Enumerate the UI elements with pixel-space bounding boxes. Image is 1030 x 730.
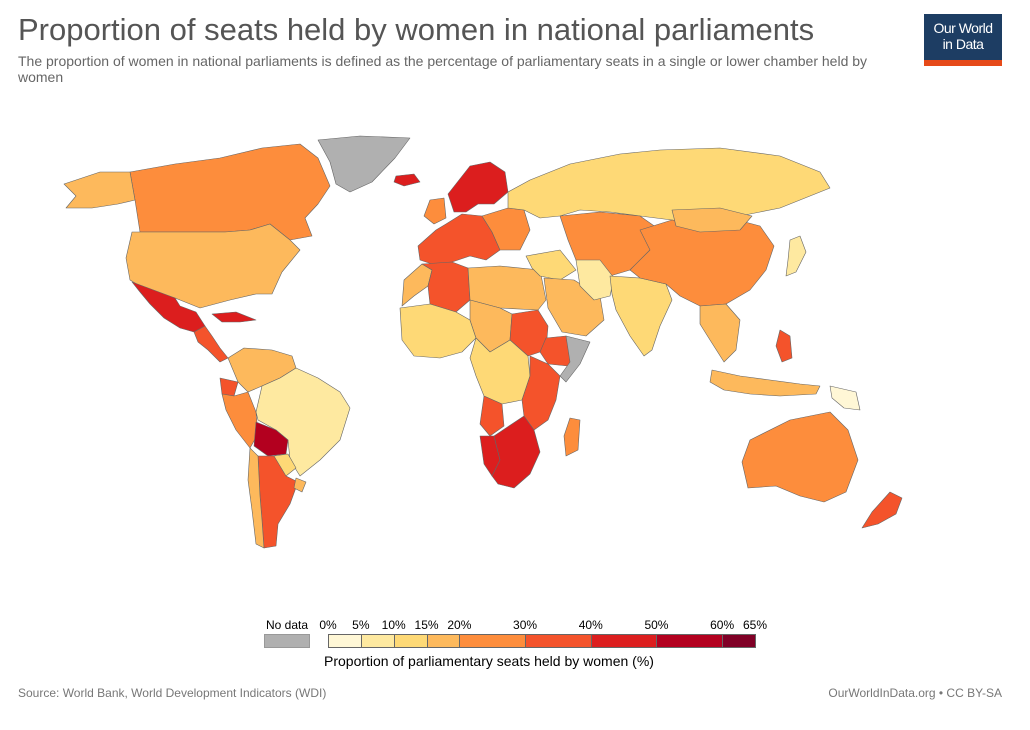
legend-bin-4[interactable]: [459, 634, 527, 648]
legend-tick-label: 20%: [447, 618, 472, 632]
legend-tick-label: 30%: [513, 618, 538, 632]
legend-tick-label: 15%: [414, 618, 439, 632]
country-cuba[interactable]: [211, 311, 257, 323]
legend-bin-6[interactable]: [590, 634, 658, 648]
legend-bin-5[interactable]: [525, 634, 592, 648]
country-philippines[interactable]: [775, 329, 793, 363]
country-iceland[interactable]: [393, 173, 421, 187]
legend-tick-label: 5%: [352, 618, 370, 632]
country-central-america[interactable]: [193, 325, 229, 363]
country-west-africa[interactable]: [399, 303, 477, 359]
country-uruguay[interactable]: [293, 477, 307, 493]
country-iran[interactable]: [575, 259, 615, 301]
world-map: [63, 135, 903, 549]
legend-bin-0[interactable]: [328, 634, 362, 648]
country-chile[interactable]: [247, 447, 265, 549]
chart-subtitle: The proportion of women in national parl…: [18, 53, 868, 85]
legend-tick-label: 50%: [644, 618, 669, 632]
credit-note[interactable]: OurWorldInData.org • CC BY-SA: [828, 686, 1002, 700]
country-new-zealand[interactable]: [861, 491, 903, 529]
legend-tick-label: 10%: [381, 618, 406, 632]
country-southeast-asia[interactable]: [699, 303, 741, 363]
source-note[interactable]: Source: World Bank, World Development In…: [18, 686, 327, 700]
country-india[interactable]: [609, 275, 673, 357]
chart-title: Proportion of seats held by women in nat…: [18, 12, 815, 47]
legend-nodata-swatch[interactable]: [264, 634, 310, 648]
country-uk-ireland[interactable]: [423, 197, 447, 225]
legend-tick-label: 60%: [710, 618, 735, 632]
country-russia[interactable]: [507, 147, 831, 225]
country-east-africa[interactable]: [521, 355, 561, 431]
country-angola[interactable]: [479, 395, 505, 437]
country-greenland[interactable]: [317, 135, 411, 193]
owid-logo[interactable]: Our World in Data: [924, 14, 1002, 66]
logo-line-1: Our World: [933, 20, 993, 36]
map-regions: [63, 135, 903, 549]
country-southern-africa[interactable]: [491, 415, 541, 489]
country-mongolia[interactable]: [671, 207, 753, 233]
legend-bin-8[interactable]: [722, 634, 756, 648]
legend-bin-2[interactable]: [393, 634, 428, 648]
legend-bin-1[interactable]: [360, 634, 395, 648]
legend-tick-label: 40%: [578, 618, 603, 632]
country-papua-new-guinea[interactable]: [829, 385, 861, 411]
logo-line-2: in Data: [942, 36, 984, 52]
country-ecuador[interactable]: [219, 377, 239, 397]
legend-tick-label: 65%: [742, 618, 768, 632]
country-brazil[interactable]: [255, 367, 351, 477]
country-morocco[interactable]: [401, 263, 433, 307]
legend-nodata-label: No data: [265, 618, 309, 632]
country-somalia[interactable]: [559, 335, 591, 383]
country-australia[interactable]: [741, 411, 859, 503]
legend-bin-3[interactable]: [426, 634, 461, 648]
country-japan[interactable]: [785, 235, 807, 277]
country-alaska[interactable]: [63, 171, 136, 209]
country-madagascar[interactable]: [563, 417, 581, 457]
country-canada[interactable]: [129, 143, 331, 241]
legend-tick-label: 0%: [319, 618, 337, 632]
country-peru[interactable]: [221, 391, 259, 449]
legend-title: Proportion of parliamentary seats held b…: [324, 653, 654, 669]
legend: No data 0% 5% 10% 15% 20% 30% 40% 50% 60% 65% Pro…: [262, 618, 772, 678]
legend-bin-7[interactable]: [656, 634, 724, 648]
country-indonesia[interactable]: [709, 369, 821, 397]
country-scandinavia[interactable]: [447, 161, 509, 213]
